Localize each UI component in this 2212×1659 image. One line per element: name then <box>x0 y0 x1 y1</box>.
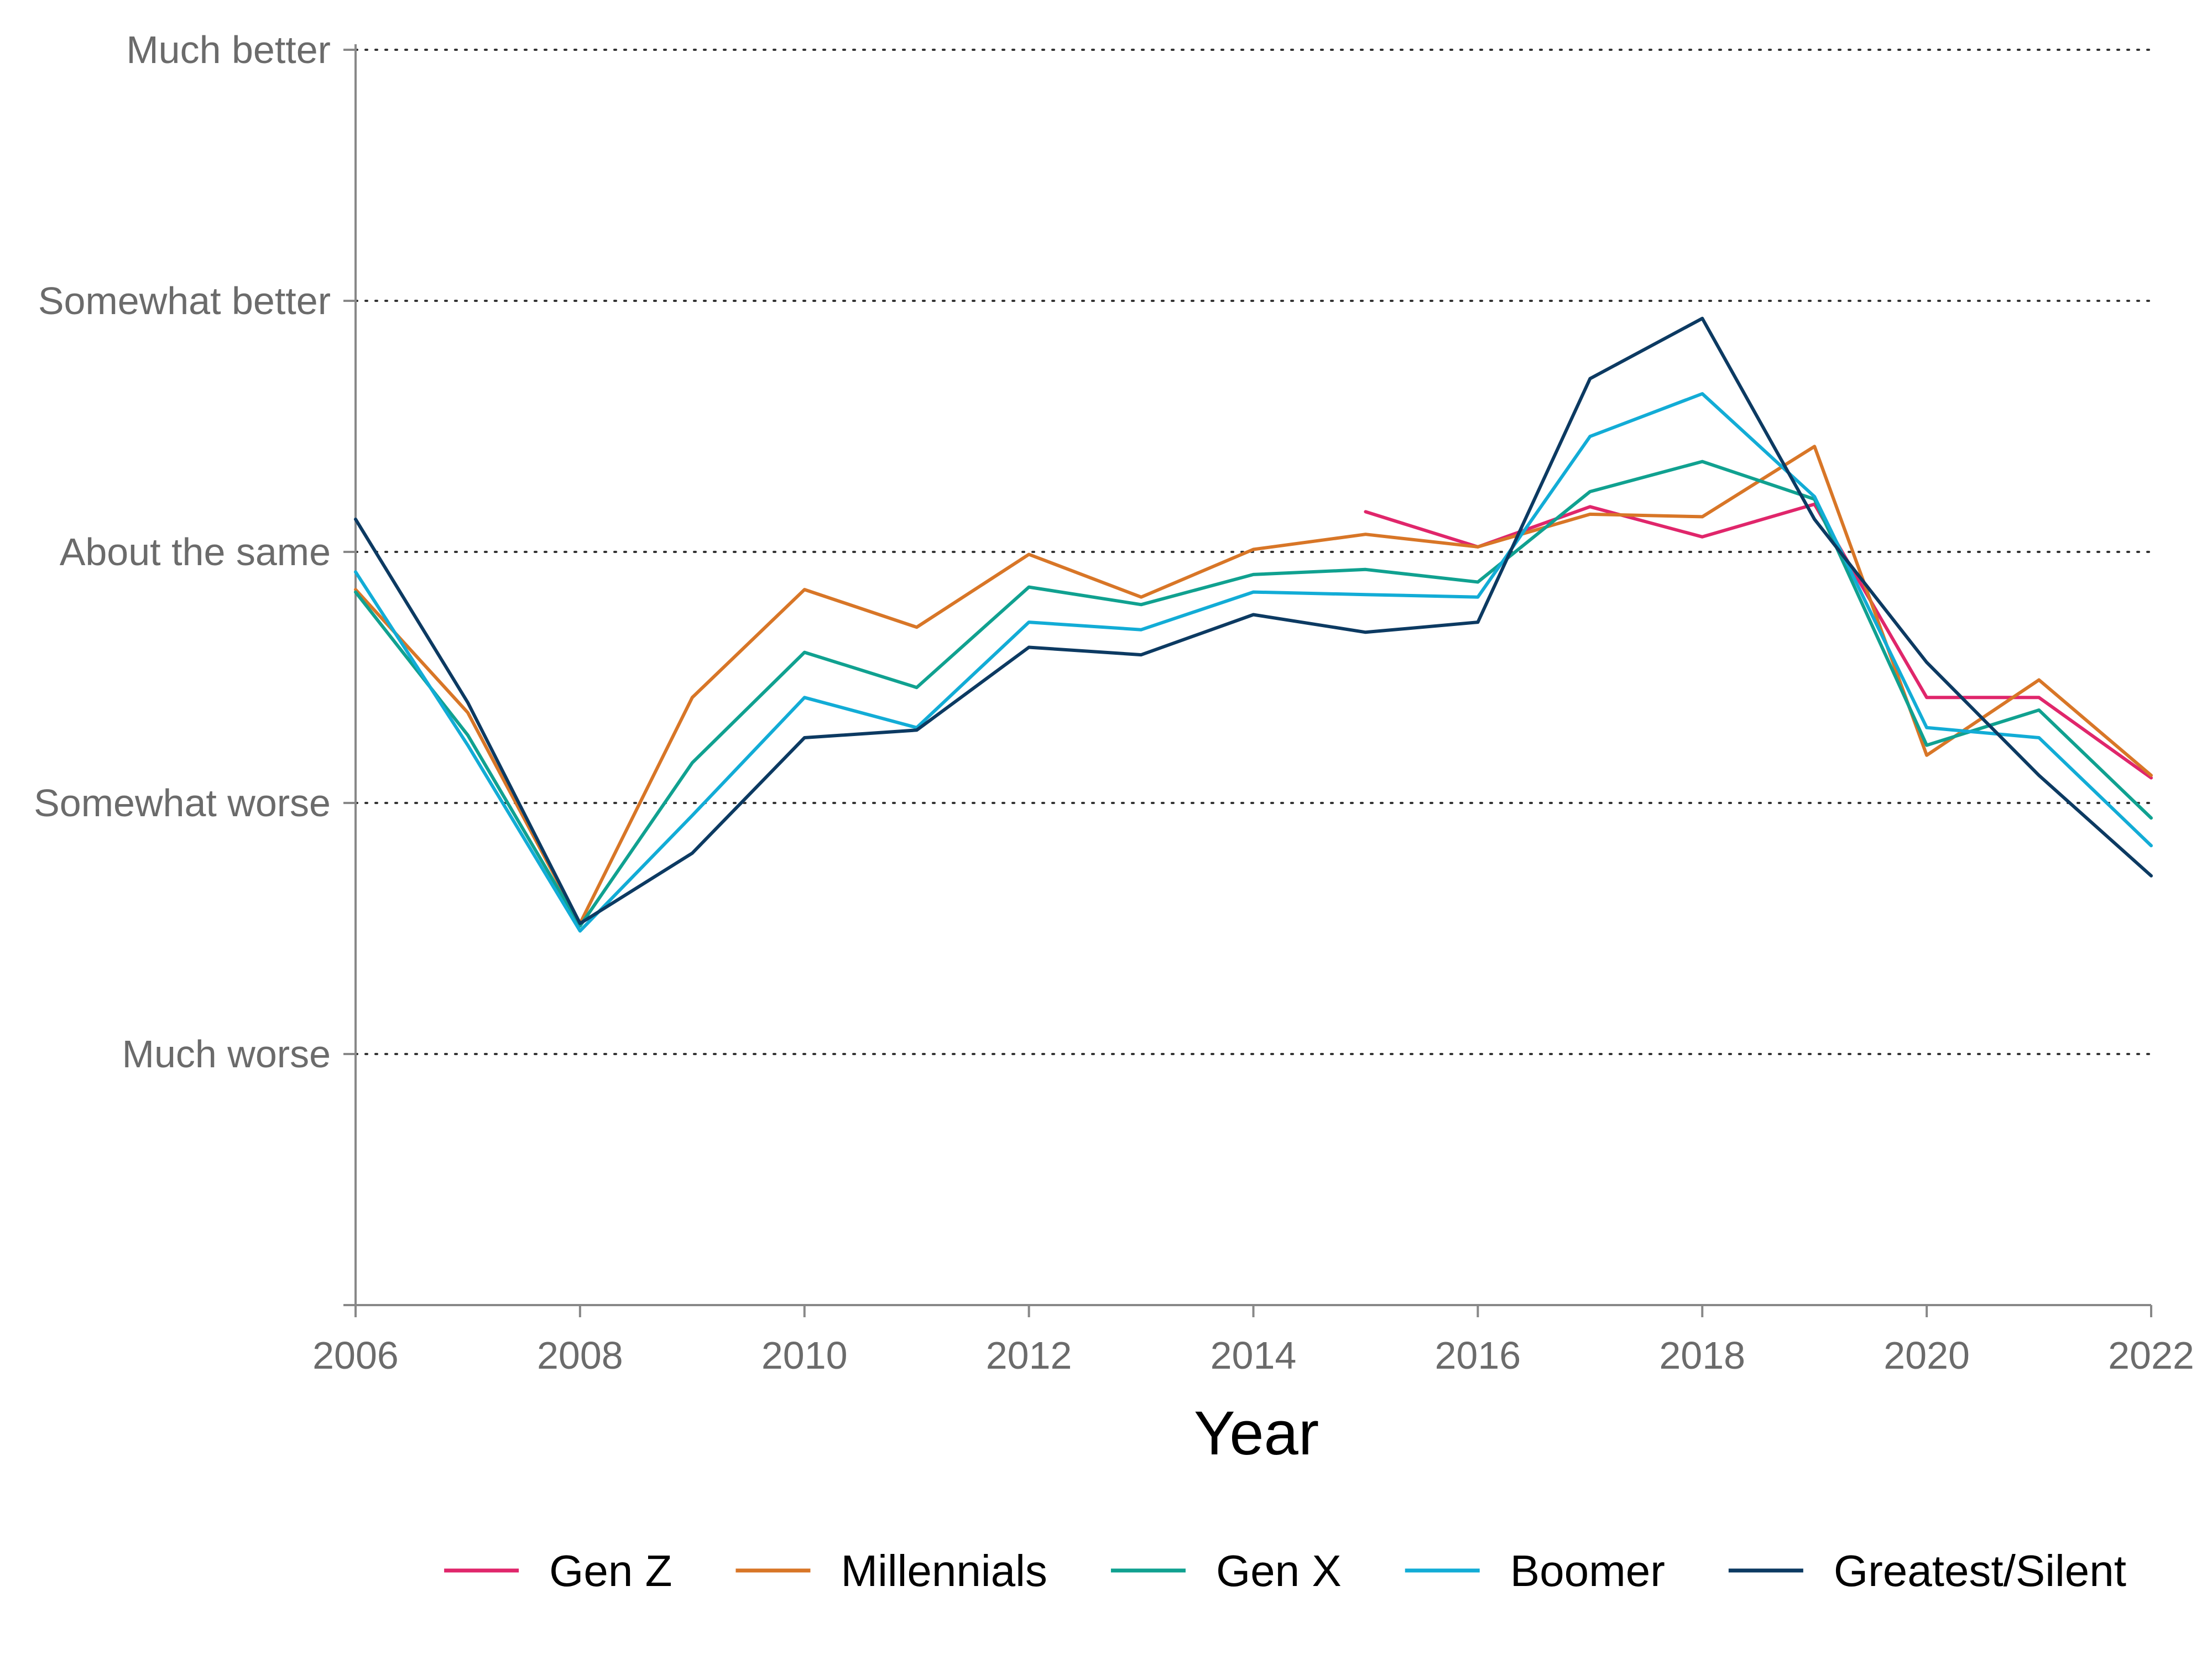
x-tick-label: 2022 <box>2108 1334 2194 1377</box>
legend-label-gen-x: Gen X <box>1216 1546 1342 1595</box>
y-tick-label: Somewhat worse <box>34 781 331 825</box>
x-axis-title: Year <box>1194 1399 1319 1468</box>
legend-label-boomer: Boomer <box>1510 1546 1665 1595</box>
x-tick-label: 2014 <box>1211 1334 1297 1377</box>
x-tick-label: 2018 <box>1659 1334 1745 1377</box>
x-tick-label: 2012 <box>986 1334 1072 1377</box>
series-lines <box>354 316 2153 933</box>
y-tick-labels: Much worse Somewhat worse About the same So… <box>34 28 331 1076</box>
legend-label-gen-z: Gen Z <box>549 1546 672 1595</box>
series-line-greatest-silent <box>354 316 2153 925</box>
x-tick-label: 2016 <box>1435 1334 1521 1377</box>
x-tick-labels: 2006 2008 2010 2012 2014 2016 2018 2020 2022 <box>312 1334 2194 1377</box>
axes <box>343 44 2152 1317</box>
y-tick-label: About the same <box>60 530 331 573</box>
x-tick-label: 2010 <box>761 1334 848 1377</box>
series-line-millennials <box>354 445 2153 925</box>
x-tick-label: 2020 <box>1884 1334 1970 1377</box>
series-line-boomer <box>354 392 2153 933</box>
y-tick-label: Much worse <box>122 1032 331 1076</box>
y-tick-label: Somewhat better <box>38 279 331 322</box>
y-tick-label: Much better <box>126 28 331 71</box>
x-tick-label: 2006 <box>312 1334 399 1377</box>
x-tick-label: 2008 <box>537 1334 623 1377</box>
series-line-gen-x <box>354 460 2153 928</box>
legend-label-greatest-silent: Greatest/Silent <box>1834 1546 2126 1595</box>
legend-label-millennials: Millennials <box>841 1546 1047 1595</box>
legend: Gen Z Millennials Gen X Boomer Greatest/Sile… <box>444 1546 2126 1595</box>
gridlines <box>354 49 2152 1055</box>
